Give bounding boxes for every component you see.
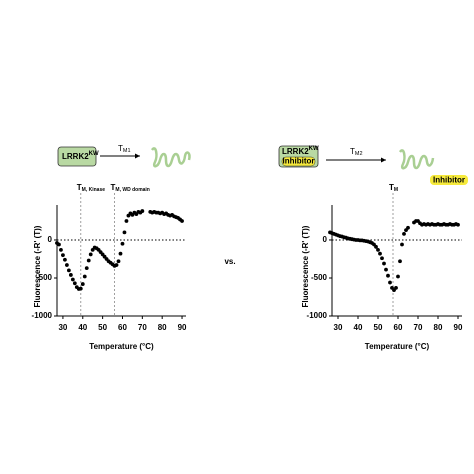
- x-tick-label: 90: [178, 323, 187, 332]
- data-point: [82, 274, 87, 279]
- data-point: [72, 281, 77, 286]
- arrow-label: TM2: [350, 147, 363, 157]
- y-tick-label: -1000: [307, 311, 328, 320]
- x-tick-label: 70: [414, 323, 423, 332]
- protein-label: LRRK2KW: [62, 151, 99, 162]
- vs-label: vs.: [224, 257, 235, 266]
- x-tick-label: 30: [58, 323, 67, 332]
- data-point: [378, 251, 382, 256]
- data-point: [388, 280, 392, 285]
- protein-name: LRRK2: [282, 147, 309, 156]
- data-point: [66, 268, 71, 273]
- data-point: [63, 257, 67, 262]
- protein-label: LRRK2KW: [282, 146, 319, 157]
- data-point: [396, 274, 400, 279]
- data-point: [118, 251, 123, 256]
- arrow-sub: M2: [355, 151, 363, 157]
- data-point: [122, 230, 127, 235]
- data-point: [120, 241, 125, 246]
- data-point: [380, 256, 384, 261]
- protein-name: LRRK2: [62, 152, 89, 161]
- arrow-label: TM1: [118, 144, 131, 154]
- x-tick-label: 30: [334, 323, 343, 332]
- x-tick-label: 40: [78, 323, 87, 332]
- data-point: [398, 259, 402, 264]
- annotation-label: TM, Kinase: [77, 183, 105, 193]
- arrow-sub: M1: [123, 148, 131, 154]
- data-point: [374, 244, 378, 249]
- y-tick-label: -500: [36, 273, 53, 282]
- data-point: [57, 242, 61, 247]
- data-point: [140, 209, 145, 213]
- data-point: [394, 285, 398, 290]
- y-tick-label: 0: [48, 235, 53, 244]
- x-tick-label: 90: [454, 323, 463, 332]
- data-point: [78, 286, 83, 291]
- inhibitor-pill: [430, 175, 468, 185]
- arrowhead: [381, 157, 386, 163]
- y-axis-label: Fluorescence (-R' (T)): [301, 225, 310, 307]
- data-point: [376, 247, 380, 252]
- x-tick-label: 60: [118, 323, 127, 332]
- protein-sup: KW: [89, 151, 99, 157]
- data-point: [180, 219, 184, 223]
- x-tick-label: 50: [98, 323, 107, 332]
- protein-box: [57, 146, 97, 167]
- data-point: [384, 267, 388, 272]
- y-tick-label: -500: [311, 273, 328, 282]
- x-tick-label: 50: [374, 323, 383, 332]
- annotation-label: TM: [389, 183, 398, 193]
- x-axis-label: Temperature (°C): [89, 342, 154, 351]
- data-point: [124, 219, 129, 223]
- annotation-t: T: [389, 183, 394, 192]
- unfolded-protein: [150, 147, 191, 168]
- data-point: [116, 259, 121, 264]
- x-tick-label: 80: [158, 323, 167, 332]
- data-point: [114, 263, 119, 267]
- data-point: [84, 266, 89, 271]
- data-point: [59, 247, 63, 252]
- y-axis-label: Fluorescence (-R' (T)): [33, 225, 42, 307]
- annotation-sub: M, WD domain: [115, 187, 149, 193]
- data-point: [80, 282, 85, 286]
- data-point: [382, 261, 386, 266]
- data-point: [61, 253, 65, 258]
- annotation-t: T: [77, 183, 82, 192]
- data-point: [64, 263, 69, 267]
- annotation-sub: M: [394, 187, 398, 193]
- annotation-label: TM, WD domain: [111, 183, 150, 193]
- inhibitor-label: Inhibitor: [283, 157, 315, 166]
- data-point: [86, 258, 91, 263]
- y-tick-label: -1000: [32, 311, 53, 320]
- x-axis-label: Temperature (°C): [365, 342, 430, 351]
- y-tick-label: 0: [323, 235, 328, 244]
- annotation-sub: M, Kinase: [82, 187, 106, 193]
- data-point: [386, 273, 390, 278]
- arrowhead: [135, 153, 140, 159]
- unfolded-protein: [398, 149, 435, 170]
- data-point: [400, 242, 404, 247]
- data-point: [70, 277, 75, 282]
- annotation-t: T: [111, 183, 116, 192]
- arrow-t: T: [350, 147, 355, 156]
- protein-sup: KW: [309, 146, 319, 152]
- x-tick-label: 70: [138, 323, 147, 332]
- x-tick-label: 40: [354, 323, 363, 332]
- data-point: [402, 231, 406, 236]
- arrow-t: T: [118, 144, 123, 153]
- data-point: [406, 225, 410, 230]
- inhibitor-pill: [281, 156, 316, 167]
- x-tick-label: 60: [394, 323, 403, 332]
- x-tick-label: 80: [434, 323, 443, 332]
- inhibitor-label: Inhibitor: [433, 176, 465, 185]
- data-point: [456, 222, 460, 227]
- data-point: [68, 273, 73, 277]
- data-point: [88, 252, 93, 257]
